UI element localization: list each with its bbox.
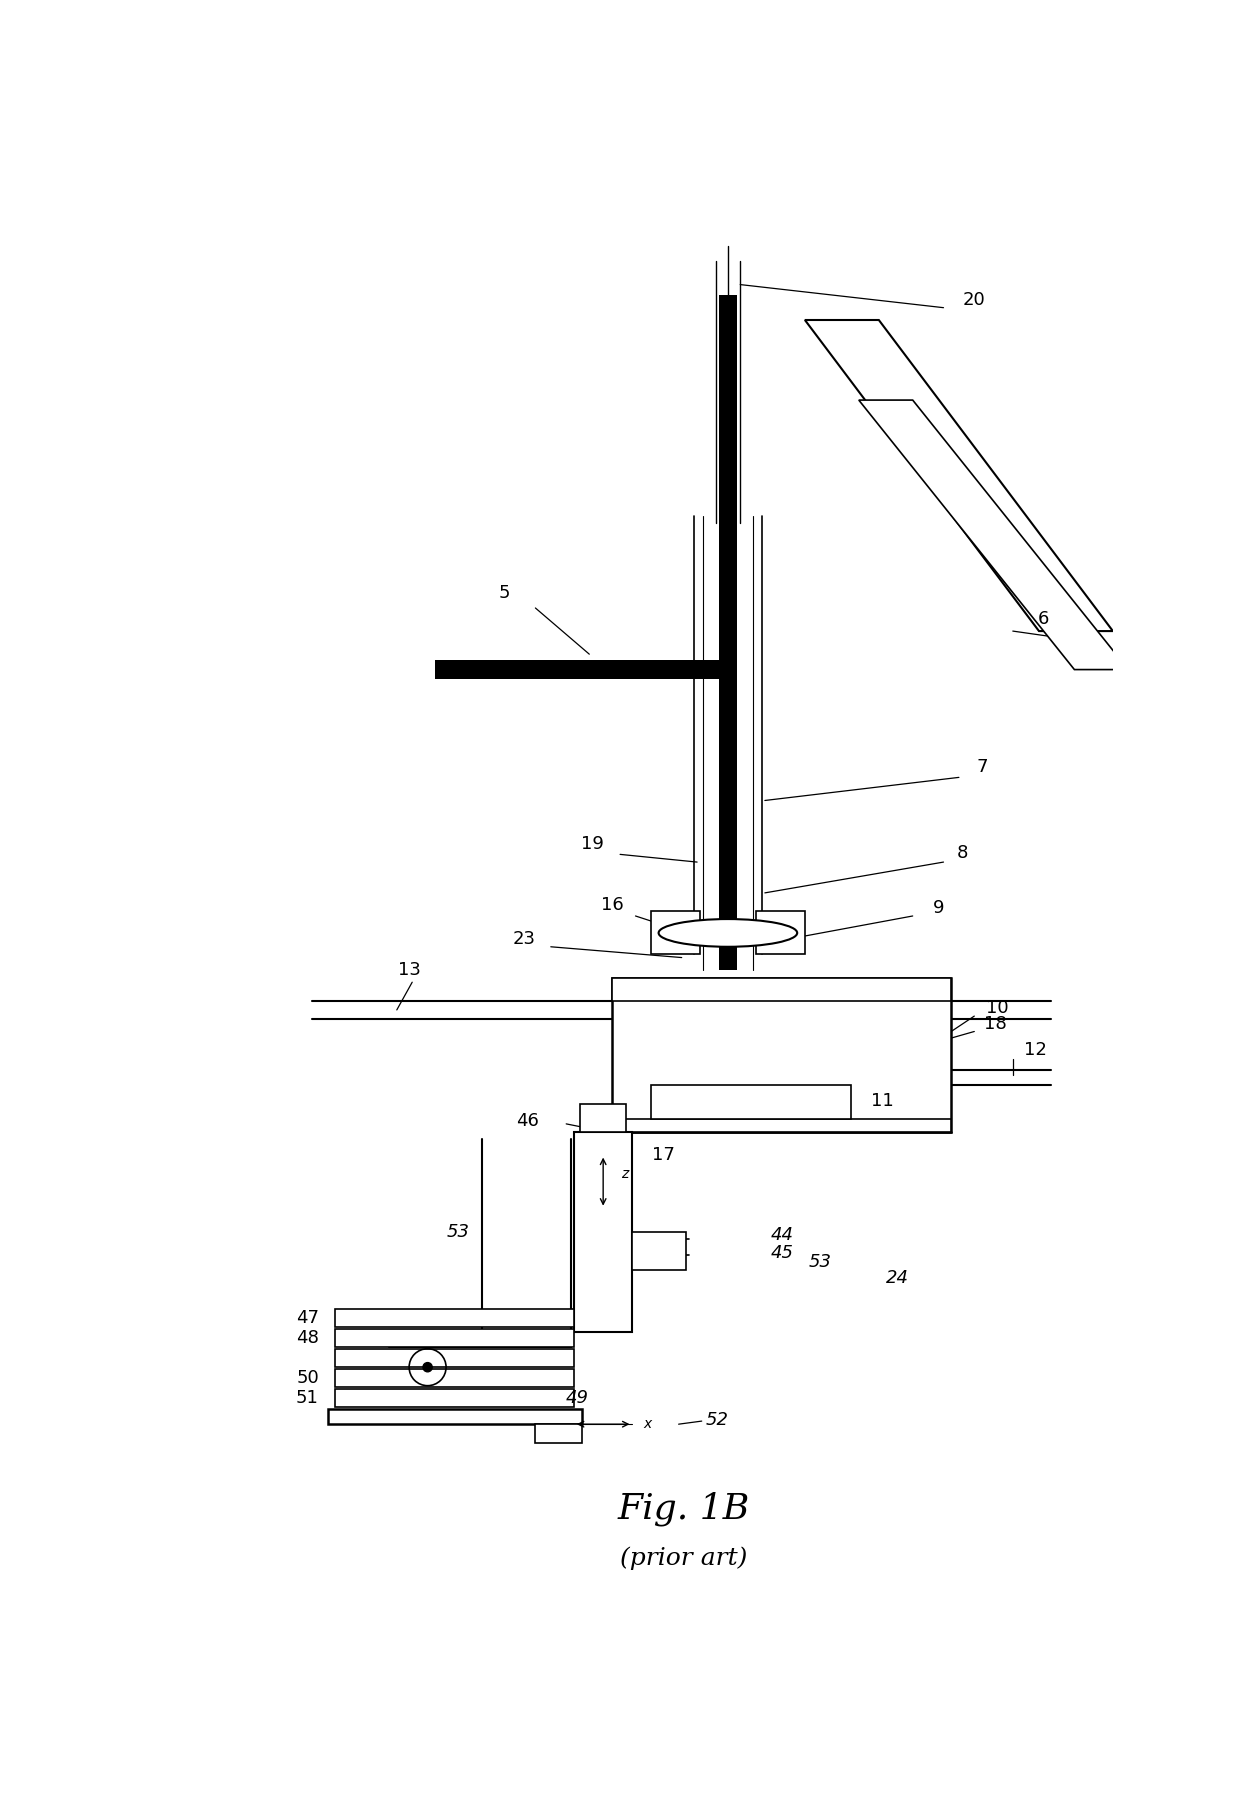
Text: 7: 7 bbox=[976, 757, 988, 775]
Bar bbox=[327, 1408, 582, 1424]
Bar bbox=[651, 1085, 851, 1119]
Text: 10: 10 bbox=[986, 999, 1008, 1017]
Bar bbox=[580, 1103, 626, 1132]
Text: 12: 12 bbox=[1024, 1041, 1048, 1058]
Bar bbox=[719, 296, 737, 971]
Text: 51: 51 bbox=[296, 1389, 319, 1406]
Text: 53: 53 bbox=[446, 1224, 470, 1241]
Text: 13: 13 bbox=[398, 962, 420, 980]
Bar bbox=[435, 660, 728, 678]
Text: 5: 5 bbox=[498, 583, 511, 601]
Text: 50: 50 bbox=[296, 1369, 319, 1387]
Text: 16: 16 bbox=[601, 897, 624, 915]
Polygon shape bbox=[651, 911, 701, 954]
Bar bbox=[632, 1232, 686, 1270]
Text: 23: 23 bbox=[513, 929, 536, 947]
Polygon shape bbox=[755, 911, 805, 954]
Bar bbox=[335, 1308, 574, 1328]
Bar bbox=[574, 1132, 632, 1331]
Text: 49: 49 bbox=[565, 1389, 589, 1406]
Text: 46: 46 bbox=[516, 1112, 539, 1130]
Text: 48: 48 bbox=[296, 1329, 319, 1347]
Text: 9: 9 bbox=[934, 899, 945, 917]
Text: z: z bbox=[621, 1166, 629, 1180]
Text: x: x bbox=[644, 1417, 652, 1432]
Text: 45: 45 bbox=[770, 1245, 794, 1263]
Text: 44: 44 bbox=[770, 1225, 794, 1243]
Text: Fig. 1B: Fig. 1B bbox=[618, 1491, 749, 1527]
Bar bbox=[335, 1389, 574, 1406]
Text: 11: 11 bbox=[870, 1093, 893, 1110]
Text: 18: 18 bbox=[985, 1015, 1007, 1033]
Bar bbox=[335, 1349, 574, 1367]
Ellipse shape bbox=[658, 919, 797, 947]
Text: 6: 6 bbox=[1038, 610, 1049, 628]
Text: 8: 8 bbox=[956, 843, 967, 861]
Text: 24: 24 bbox=[885, 1268, 909, 1286]
Text: (prior art): (prior art) bbox=[620, 1546, 746, 1570]
Bar bbox=[613, 978, 951, 1132]
Bar bbox=[613, 978, 951, 1001]
Circle shape bbox=[423, 1363, 433, 1372]
Bar bbox=[335, 1329, 574, 1347]
Bar bbox=[536, 1424, 582, 1442]
Bar bbox=[613, 1119, 951, 1132]
Text: 53: 53 bbox=[808, 1254, 832, 1272]
Text: 47: 47 bbox=[296, 1310, 319, 1328]
Text: 20: 20 bbox=[963, 291, 986, 309]
Text: 17: 17 bbox=[652, 1146, 675, 1164]
Text: 19: 19 bbox=[582, 834, 604, 852]
Bar bbox=[335, 1369, 574, 1387]
Polygon shape bbox=[859, 400, 1128, 669]
Polygon shape bbox=[805, 319, 1114, 631]
Text: 52: 52 bbox=[706, 1410, 729, 1428]
